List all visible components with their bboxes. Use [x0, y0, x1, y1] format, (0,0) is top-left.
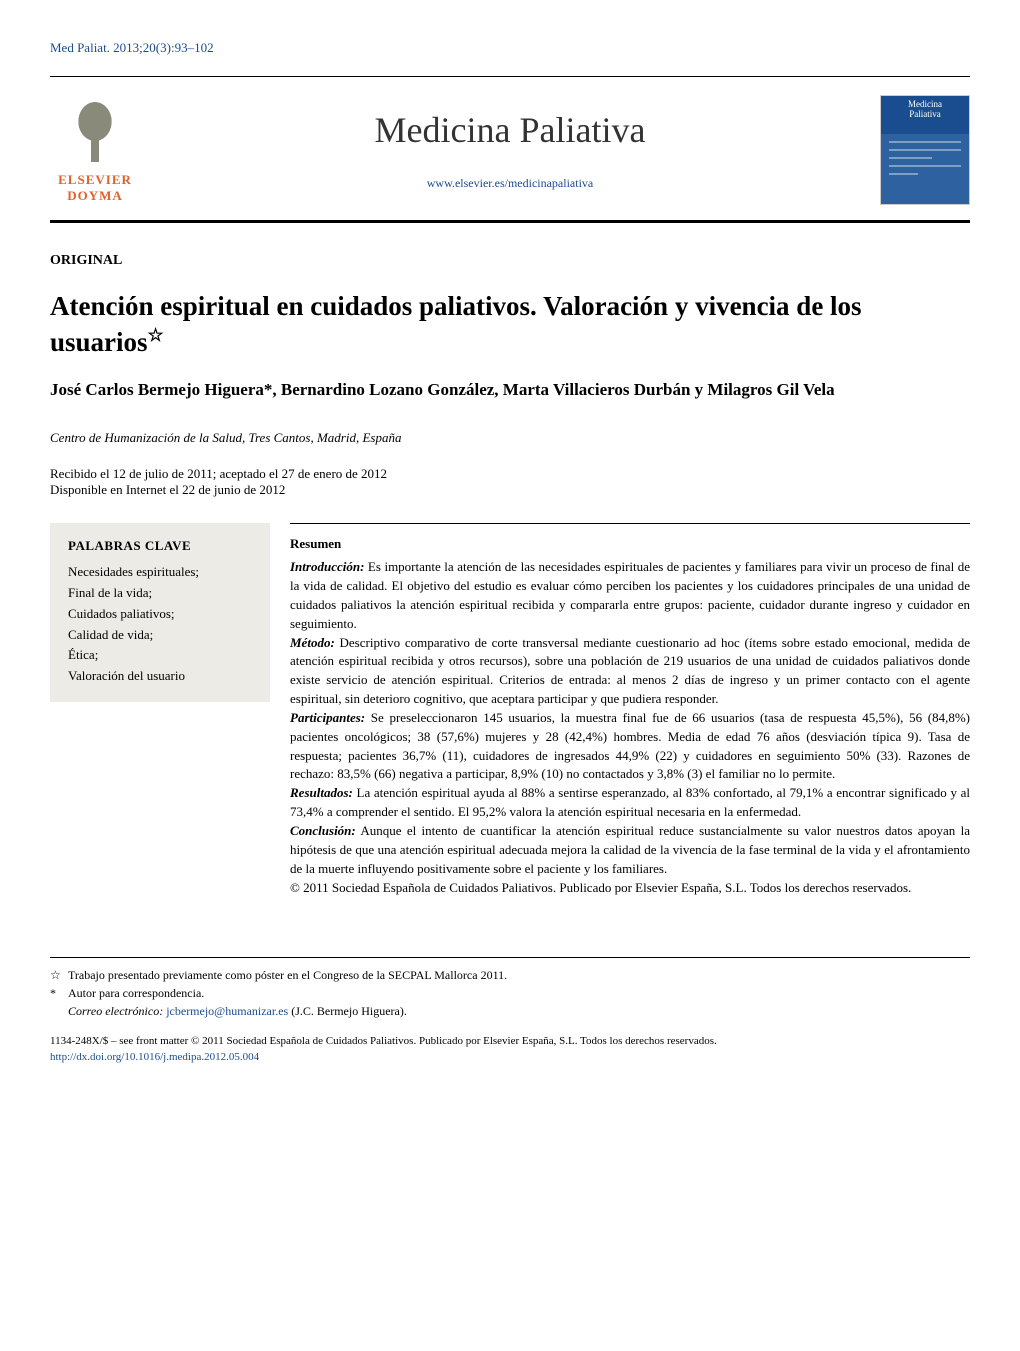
- received-date: Recibido el 12 de julio de 2011; aceptad…: [50, 466, 970, 482]
- publisher-name-1: ELSEVIER: [50, 172, 140, 188]
- keyword-item: Valoración del usuario: [68, 666, 252, 687]
- journal-url[interactable]: www.elsevier.es/medicinapaliativa: [140, 176, 880, 191]
- article-dates: Recibido el 12 de julio de 2011; aceptad…: [50, 466, 970, 498]
- authors: José Carlos Bermejo Higuera*, Bernardino…: [50, 380, 970, 400]
- keyword-item: Final de la vida;: [68, 583, 252, 604]
- abstract-keywords-row: PALABRAS CLAVE Necesidades espirituales;…: [50, 523, 970, 897]
- abstract-text: Introducción: Es importante la atención …: [290, 558, 970, 897]
- footnotes: ☆Trabajo presentado previamente como pós…: [50, 957, 970, 1019]
- conclusion-label: Conclusión:: [290, 823, 356, 838]
- copyright-text: 1134-248X/$ – see front matter © 2011 So…: [50, 1034, 970, 1049]
- abstract-copyright: © 2011 Sociedad Española de Cuidados Pal…: [290, 880, 911, 895]
- email-link[interactable]: jcbermejo@humanizar.es: [166, 1004, 288, 1018]
- journal-cover-thumbnail: Medicina Paliativa: [880, 95, 970, 205]
- keywords-list: Necesidades espirituales; Final de la vi…: [68, 562, 252, 687]
- keyword-item: Ética;: [68, 645, 252, 666]
- cover-title: Medicina Paliativa: [881, 100, 969, 120]
- masthead: ELSEVIER DOYMA Medicina Paliativa www.el…: [50, 80, 970, 223]
- title-footnote-mark: ☆: [148, 325, 164, 345]
- results-label: Resultados:: [290, 785, 353, 800]
- participants-label: Participantes:: [290, 710, 365, 725]
- footnote-corresp: *Autor para correspondencia.: [50, 986, 970, 1001]
- journal-reference: Med Paliat. 2013;20(3):93–102: [50, 40, 970, 56]
- available-date: Disponible en Internet el 22 de junio de…: [50, 482, 970, 498]
- abstract-block: Resumen Introducción: Es importante la a…: [290, 523, 970, 897]
- journal-title-block: Medicina Paliativa www.elsevier.es/medic…: [140, 109, 880, 191]
- keyword-item: Necesidades espirituales;: [68, 562, 252, 583]
- elsevier-tree-icon: [60, 97, 130, 167]
- footnote-email: Correo electrónico: jcbermejo@humanizar.…: [50, 1004, 970, 1019]
- publisher-name-2: DOYMA: [50, 188, 140, 204]
- journal-title: Medicina Paliativa: [140, 109, 880, 151]
- keywords-box: PALABRAS CLAVE Necesidades espirituales;…: [50, 523, 270, 702]
- copyright-block: 1134-248X/$ – see front matter © 2011 So…: [50, 1034, 970, 1065]
- keyword-item: Cuidados paliativos;: [68, 604, 252, 625]
- publisher-logo: ELSEVIER DOYMA: [50, 97, 140, 204]
- keyword-item: Calidad de vida;: [68, 625, 252, 646]
- footnote-star: ☆Trabajo presentado previamente como pós…: [50, 968, 970, 983]
- header-rule: [50, 76, 970, 77]
- doi-link[interactable]: http://dx.doi.org/10.1016/j.medipa.2012.…: [50, 1050, 970, 1065]
- cover-lines: [889, 141, 961, 181]
- abstract-heading: Resumen: [290, 536, 970, 552]
- affiliation: Centro de Humanización de la Salud, Tres…: [50, 430, 970, 446]
- intro-label: Introducción:: [290, 559, 364, 574]
- keywords-heading: PALABRAS CLAVE: [68, 538, 252, 554]
- article-title: Atención espiritual en cuidados paliativ…: [50, 289, 970, 360]
- method-label: Método:: [290, 635, 335, 650]
- section-label: ORIGINAL: [50, 253, 970, 269]
